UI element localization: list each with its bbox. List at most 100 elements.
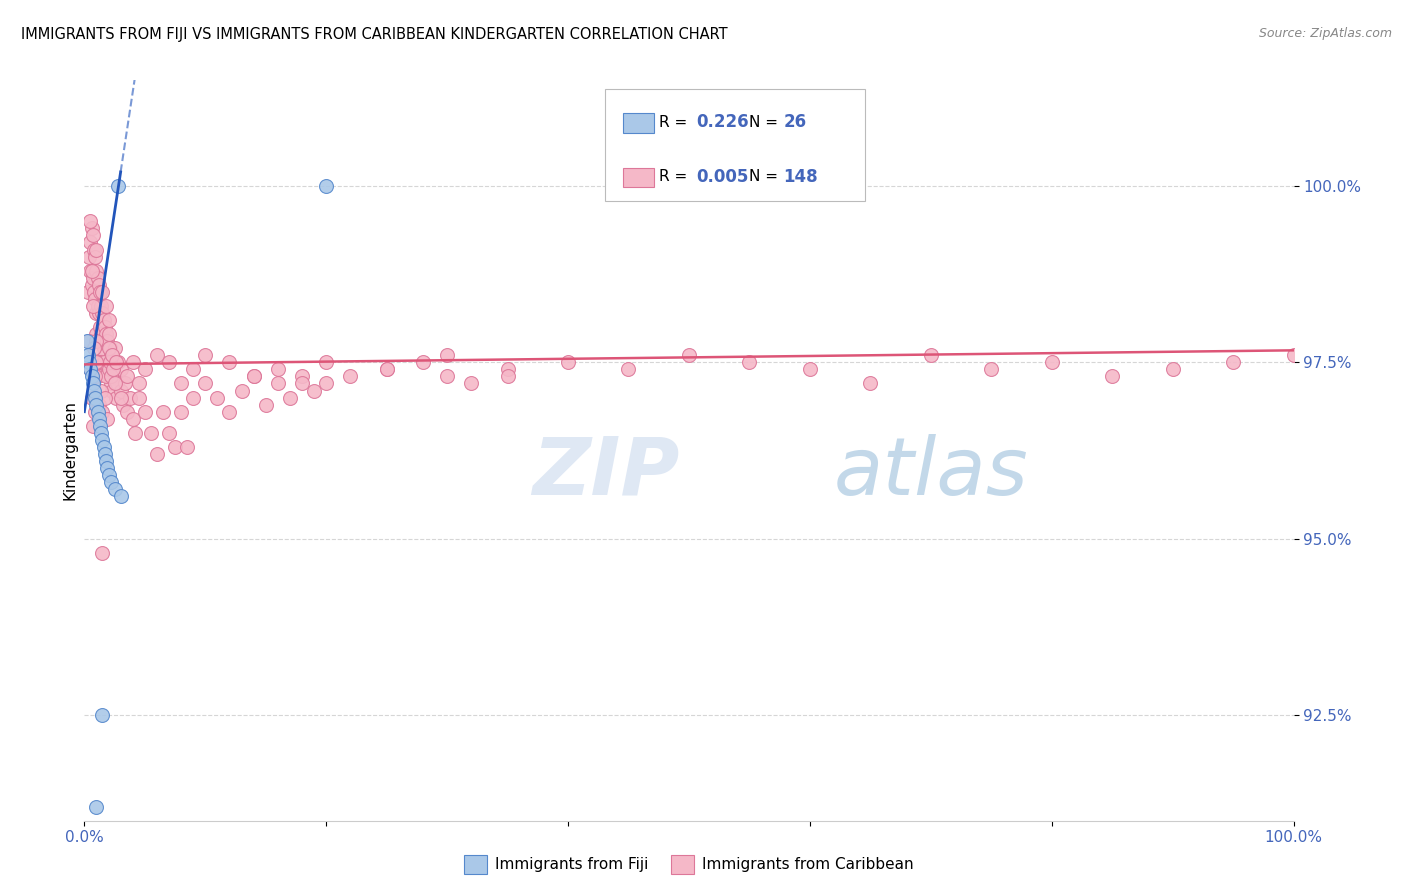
Point — [557, 355, 579, 369]
Point — [436, 348, 458, 362]
Point — [86, 299, 108, 313]
Point — [1040, 355, 1063, 369]
Point — [98, 355, 121, 369]
Point — [110, 384, 132, 398]
Point — [91, 405, 114, 419]
Point — [77, 348, 100, 362]
Point — [242, 369, 264, 384]
Point — [84, 250, 107, 264]
Point — [86, 405, 108, 419]
Point — [165, 440, 187, 454]
Point — [89, 285, 111, 299]
Point — [94, 369, 117, 384]
Point — [738, 355, 761, 369]
Point — [110, 391, 132, 405]
Point — [84, 391, 107, 405]
Point — [100, 348, 122, 362]
Point — [291, 376, 314, 391]
Point — [97, 468, 120, 483]
Point — [91, 433, 114, 447]
Point — [104, 391, 127, 405]
Point — [315, 376, 337, 391]
Point — [86, 334, 108, 348]
Point — [97, 327, 120, 342]
Legend: Immigrants from Fiji, Immigrants from Caribbean: Immigrants from Fiji, Immigrants from Ca… — [458, 849, 920, 880]
Point — [375, 362, 398, 376]
Point — [157, 425, 180, 440]
Point — [80, 221, 103, 235]
Point — [96, 334, 118, 348]
Point — [104, 369, 127, 384]
Point — [86, 270, 108, 285]
Point — [80, 369, 103, 384]
Point — [90, 299, 112, 313]
Point — [115, 369, 138, 384]
Text: 0.226: 0.226 — [696, 113, 748, 131]
Point — [101, 348, 124, 362]
Point — [96, 411, 118, 425]
Point — [218, 355, 240, 369]
Point — [496, 369, 519, 384]
Point — [242, 369, 264, 384]
Point — [86, 398, 108, 412]
Point — [84, 292, 107, 306]
Point — [83, 243, 105, 257]
Text: IMMIGRANTS FROM FIJI VS IMMIGRANTS FROM CARIBBEAN KINDERGARTEN CORRELATION CHART: IMMIGRANTS FROM FIJI VS IMMIGRANTS FROM … — [21, 27, 728, 42]
Point — [86, 263, 108, 277]
Point — [91, 707, 114, 722]
Point — [170, 405, 193, 419]
Point — [86, 327, 108, 342]
Point — [93, 355, 115, 369]
Point — [980, 362, 1002, 376]
Point — [84, 405, 107, 419]
Text: N =: N = — [749, 169, 783, 184]
Point — [100, 376, 122, 391]
Point — [1282, 348, 1305, 362]
Point — [128, 391, 150, 405]
Point — [107, 179, 129, 194]
Point — [89, 320, 111, 334]
Point — [104, 482, 127, 496]
Point — [101, 355, 124, 369]
Point — [678, 348, 700, 362]
Point — [121, 411, 143, 425]
Point — [146, 447, 169, 461]
Point — [315, 179, 337, 194]
Point — [82, 228, 104, 243]
Point — [97, 313, 120, 327]
Point — [90, 425, 112, 440]
Point — [87, 306, 110, 320]
Point — [86, 369, 108, 384]
Point — [207, 391, 229, 405]
Point — [93, 440, 115, 454]
Point — [98, 369, 121, 384]
Point — [77, 250, 100, 264]
Point — [91, 306, 114, 320]
Point — [339, 369, 361, 384]
Text: 0.005: 0.005 — [696, 168, 748, 186]
Point — [79, 235, 101, 250]
Point — [254, 398, 277, 412]
Point — [86, 355, 108, 369]
Point — [134, 405, 156, 419]
Point — [91, 285, 114, 299]
Point — [110, 362, 132, 376]
Point — [79, 362, 101, 376]
Point — [83, 341, 105, 355]
Point — [103, 362, 125, 376]
Point — [80, 391, 103, 405]
Point — [76, 334, 98, 348]
Point — [91, 546, 114, 560]
Point — [83, 285, 105, 299]
Point — [77, 285, 100, 299]
Point — [1161, 362, 1184, 376]
Point — [79, 214, 101, 228]
Point — [94, 391, 117, 405]
Point — [96, 461, 118, 475]
Point — [87, 277, 110, 292]
Point — [194, 376, 217, 391]
Point — [460, 376, 482, 391]
Point — [412, 355, 434, 369]
Point — [103, 362, 125, 376]
Point — [291, 369, 314, 384]
